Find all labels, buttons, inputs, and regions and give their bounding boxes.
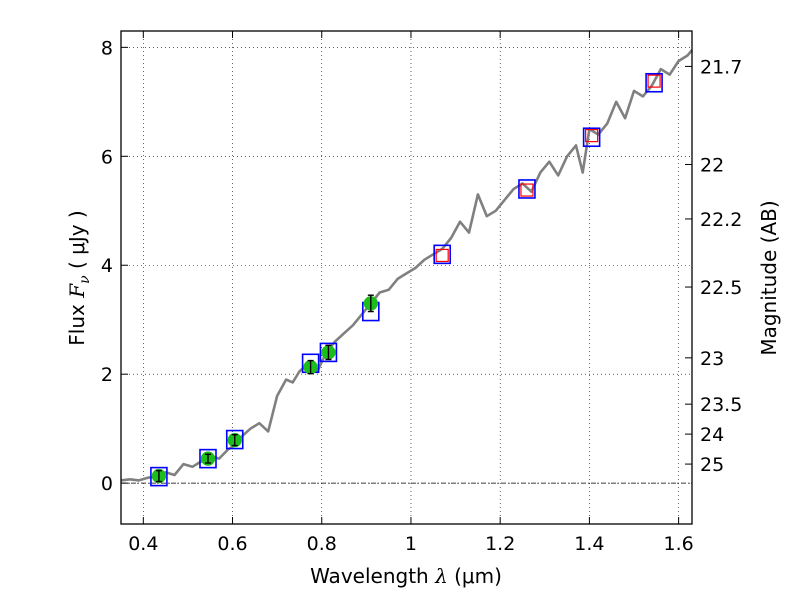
x-tick-label: 0.4 bbox=[128, 533, 158, 555]
model-spectrum-line bbox=[120, 49, 693, 482]
x-tick-label: 0.6 bbox=[217, 533, 247, 555]
mag-tick-label: 23 bbox=[700, 348, 724, 370]
mag-tick-label: 25 bbox=[700, 454, 724, 476]
y-tick-label: 4 bbox=[101, 255, 113, 277]
y-tick-label: 0 bbox=[101, 473, 113, 495]
model-square-marker bbox=[199, 448, 217, 469]
axis-ticks: 0.4 0.6 0.8 1 1.2 1.4 1.60246821.72222.222.523… bbox=[101, 31, 742, 555]
model-square-marker bbox=[225, 429, 244, 450]
x-tick-label: 1.4 bbox=[574, 533, 604, 555]
mag-tick-label: 21.7 bbox=[700, 56, 742, 78]
spectrum-group bbox=[120, 49, 693, 482]
predicted-square-marker bbox=[435, 248, 449, 263]
model-square-marker bbox=[645, 72, 663, 93]
y-tick-label: 6 bbox=[101, 146, 113, 168]
y-tick-label: 8 bbox=[101, 37, 113, 59]
mag-tick-label: 22.2 bbox=[700, 209, 742, 231]
mag-tick-label: 22 bbox=[700, 154, 724, 176]
x-axis-title: Wavelength λ (μm) bbox=[310, 564, 502, 588]
mag-tick-label: 24 bbox=[700, 424, 724, 446]
y-tick-label: 2 bbox=[101, 364, 113, 386]
photometry-points bbox=[150, 72, 663, 487]
x-tick-label: 1.6 bbox=[664, 533, 694, 555]
plot-background bbox=[121, 31, 692, 524]
model-square-marker bbox=[582, 127, 601, 148]
model-square-marker bbox=[518, 179, 536, 199]
plot-frame bbox=[120, 30, 693, 525]
y-axis-right-title: Magnitude (AB) bbox=[757, 200, 781, 355]
model-square-marker bbox=[319, 342, 338, 363]
x-tick-label: 1 bbox=[405, 533, 417, 555]
y-axis-title: Flux Fν ( μJy ) bbox=[65, 210, 93, 345]
model-square-marker bbox=[150, 466, 168, 487]
mag-tick-label: 22.5 bbox=[700, 277, 742, 299]
x-tick-label: 1.2 bbox=[485, 533, 515, 555]
x-tick-label: 0.8 bbox=[307, 533, 337, 555]
model-square-marker bbox=[433, 244, 451, 265]
predicted-square-marker bbox=[520, 183, 534, 197]
mag-tick-label: 23.5 bbox=[700, 394, 742, 416]
predicted-square-marker bbox=[647, 74, 661, 88]
predicted-square-marker bbox=[585, 128, 599, 143]
